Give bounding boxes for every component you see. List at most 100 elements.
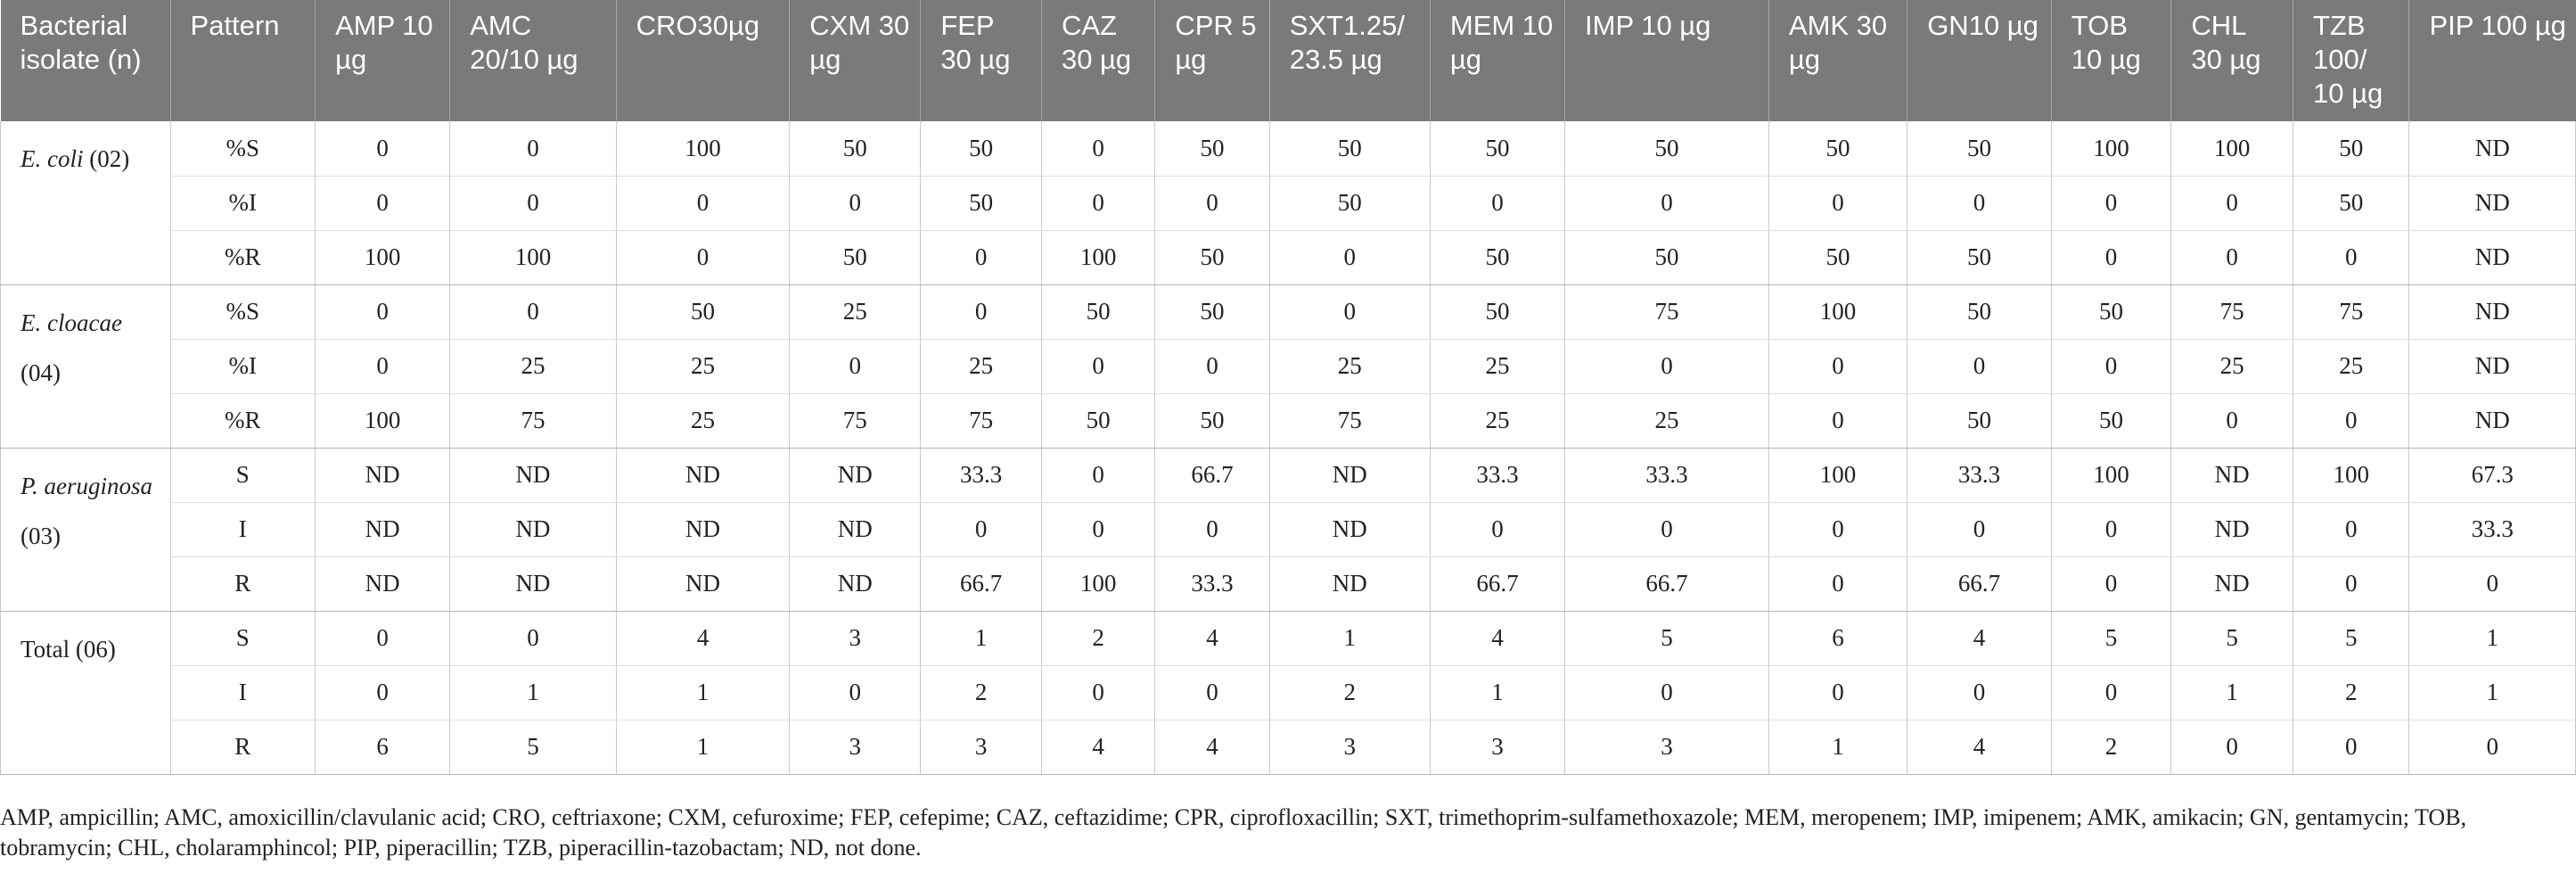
value-cell: 100 xyxy=(2170,121,2293,177)
value-cell: ND xyxy=(789,502,921,557)
susceptibility-table: Bacterial isolate (n) Pattern AMP 10 µg … xyxy=(0,0,2576,775)
isolate-count: (03) xyxy=(21,522,61,549)
value-cell: 1 xyxy=(1429,665,1565,720)
value-cell: 25 xyxy=(920,339,1042,394)
value-cell: ND xyxy=(2170,448,2293,503)
value-cell: 0 xyxy=(1768,393,1907,449)
header-cell: AMK 30 µg xyxy=(1768,0,1907,121)
value-cell: ND xyxy=(2408,284,2576,340)
isolate-cell: E. cloacae (04) xyxy=(0,284,171,449)
value-cell: 0 xyxy=(2170,176,2293,231)
table-row: E. cloacae (04) %S 0 0 50 25 0 50 50 0 50 75 100 50 50 7… xyxy=(0,284,2576,449)
header-cell: IMP 10 µg xyxy=(1564,0,1769,121)
header-cell: CXM 30 µg xyxy=(789,0,921,121)
value-cell: 0 xyxy=(615,230,790,285)
header-cell: MEM 10 µg xyxy=(1429,0,1565,121)
value-cell: 50 xyxy=(1154,121,1270,177)
value-cell: 4 xyxy=(1429,611,1565,666)
value-cell: 33.3 xyxy=(1154,556,1270,612)
isolate-name: E. cloacae xyxy=(21,309,122,336)
header-cell: TZB 100/ 10 µg xyxy=(2292,0,2409,121)
value-cell: 75 xyxy=(920,393,1042,449)
pattern-cell: %I xyxy=(169,339,316,394)
header-cell: FEP 30 µg xyxy=(920,0,1042,121)
value-cell: 5 xyxy=(449,720,617,775)
pattern-cell: S xyxy=(169,611,316,666)
header-cell: CHL 30 µg xyxy=(2170,0,2293,121)
table-row: %R 100 75 25 75 75 50 50 75 25 25 0 50 50 0 0 ND xyxy=(1,393,2576,449)
value-cell: ND xyxy=(449,448,617,503)
header-row: Bacterial isolate (n) Pattern AMP 10 µg … xyxy=(0,0,2576,121)
value-cell: 5 xyxy=(2292,611,2409,666)
value-cell: 0 xyxy=(2170,230,2293,285)
value-cell: 25 xyxy=(2292,339,2409,394)
value-cell: 33.3 xyxy=(1429,448,1565,503)
pattern-cell: R xyxy=(169,720,316,775)
value-cell: 1 xyxy=(449,665,617,720)
value-cell: 50 xyxy=(1768,121,1907,177)
value-cell: 0 xyxy=(1040,448,1155,503)
value-cell: 50 xyxy=(1040,284,1155,340)
value-cell: 50 xyxy=(615,284,790,340)
value-cell: 0 xyxy=(1768,665,1907,720)
value-cell: 0 xyxy=(1907,665,2052,720)
value-cell: 50 xyxy=(2050,284,2171,340)
value-cell: 0 xyxy=(615,176,790,231)
value-cell: 50 xyxy=(1040,393,1155,449)
value-cell: 0 xyxy=(1907,502,2052,557)
value-cell: 0 xyxy=(920,502,1042,557)
isolate-count: (04) xyxy=(21,358,61,386)
header-cell: AMP 10 µg xyxy=(315,0,450,121)
pattern-cell: %S xyxy=(169,284,316,340)
pattern-cell: S xyxy=(169,448,316,503)
pattern-cell: %R xyxy=(169,230,316,285)
value-cell: 50 xyxy=(1564,121,1769,177)
value-cell: 0 xyxy=(2292,502,2409,557)
value-cell: ND xyxy=(1268,448,1431,503)
value-cell: 50 xyxy=(1429,284,1565,340)
value-cell: ND xyxy=(2170,556,2293,612)
pattern-cell: %I xyxy=(169,176,316,231)
pattern-cell: %S xyxy=(169,121,316,177)
value-cell: 33.3 xyxy=(920,448,1042,503)
value-cell: 1 xyxy=(920,611,1042,666)
value-cell: 0 xyxy=(1564,665,1769,720)
value-cell: 4 xyxy=(1154,720,1270,775)
value-cell: 0 xyxy=(2292,230,2409,285)
value-cell: 100 xyxy=(2292,448,2409,503)
value-cell: ND xyxy=(1268,502,1431,557)
value-cell: 1 xyxy=(2170,665,2293,720)
value-cell: 100 xyxy=(2050,121,2171,177)
value-cell: 1 xyxy=(1768,720,1907,775)
value-cell: 66.7 xyxy=(1154,448,1270,503)
value-cell: 0 xyxy=(2408,556,2576,612)
pattern-cell: I xyxy=(169,502,316,557)
value-cell: 25 xyxy=(1429,339,1565,394)
header-cell: CAZ 30 µg xyxy=(1040,0,1155,121)
table-row: Total (06) S 0 0 4 3 1 2 4 1 4 5 6 4 5 5 5 1 xyxy=(0,611,2576,775)
value-cell: 25 xyxy=(615,339,790,394)
value-cell: 25 xyxy=(2170,339,2293,394)
isolate-name: P. aeruginosa xyxy=(21,472,153,499)
value-cell: 25 xyxy=(789,284,921,340)
value-cell: 100 xyxy=(2050,448,2171,503)
value-cell: 0 xyxy=(315,176,450,231)
table-row: E. coli (02) %S 0 0 100 50 50 0 50 50 50 50 50 50 100 1… xyxy=(0,121,2576,285)
table-row: %R 100 100 0 50 0 100 50 0 50 50 50 50 0 0 0 ND xyxy=(1,230,2576,285)
table-row: P. aeruginosa (03) S ND ND ND ND 33.3 0 66.7 ND 33.… xyxy=(0,448,2576,612)
value-cell: ND xyxy=(449,502,617,557)
isolate-cell: Total (06) xyxy=(0,611,171,775)
value-cell: 0 xyxy=(315,665,450,720)
value-cell: 66.7 xyxy=(1564,556,1769,612)
isolate-name: E. coli xyxy=(21,145,84,172)
value-cell: 0 xyxy=(1268,284,1431,340)
value-cell: 33.3 xyxy=(2408,502,2576,557)
value-cell: 25 xyxy=(1268,339,1431,394)
table-row: %I 0 25 25 0 25 0 0 25 25 0 0 0 0 25 25 ND xyxy=(1,339,2576,394)
value-cell: ND xyxy=(1268,556,1431,612)
value-cell: 50 xyxy=(2292,176,2409,231)
value-cell: 50 xyxy=(920,121,1042,177)
isolate-cell: E. coli (02) xyxy=(0,121,171,285)
value-cell: 66.7 xyxy=(1429,556,1565,612)
